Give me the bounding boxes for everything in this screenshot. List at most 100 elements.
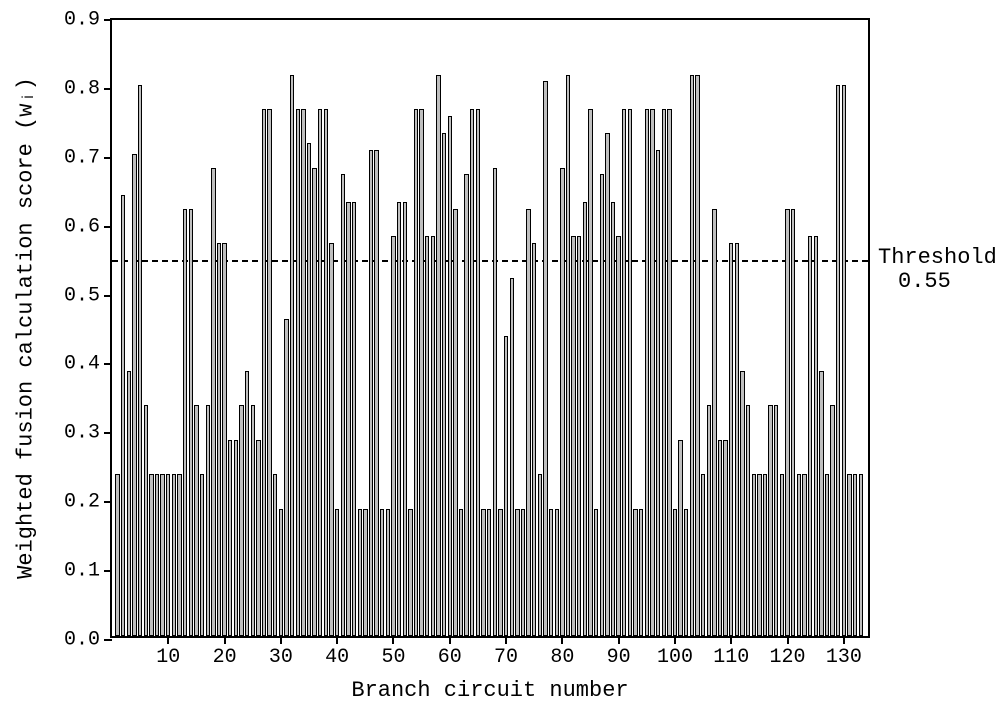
- xtick-label: 30: [269, 636, 293, 669]
- ytick-label: 0.6: [64, 215, 112, 238]
- ytick-label: 0.0: [64, 629, 112, 652]
- xtick-label: 80: [550, 636, 574, 669]
- ytick-label: 0.9: [64, 9, 112, 32]
- y-axis-label: Weighted fusion calculation score (wᵢ): [14, 77, 39, 579]
- bar: [577, 16, 581, 636]
- bar: [408, 16, 412, 636]
- bar: [797, 16, 801, 636]
- bar: [262, 16, 266, 636]
- bar: [740, 16, 744, 636]
- bar: [746, 16, 750, 636]
- bar: [808, 16, 812, 636]
- bar: [667, 16, 671, 636]
- bar: [532, 16, 536, 636]
- bar: [335, 16, 339, 636]
- bar: [217, 16, 221, 636]
- bar: [459, 16, 463, 636]
- bar: [312, 16, 316, 636]
- bar: [267, 16, 271, 636]
- xtick-label: 40: [325, 636, 349, 669]
- bar: [470, 16, 474, 636]
- bar: [859, 16, 863, 636]
- bar: [318, 16, 322, 636]
- bar: [132, 16, 136, 636]
- bar: [290, 16, 294, 636]
- bar: [836, 16, 840, 636]
- bar: [183, 16, 187, 636]
- bar: [436, 16, 440, 636]
- bar: [172, 16, 176, 636]
- ytick-label: 0.2: [64, 491, 112, 514]
- bar: [768, 16, 772, 636]
- ytick-label: 0.4: [64, 353, 112, 376]
- bar: [662, 16, 666, 636]
- bar: [386, 16, 390, 636]
- bar: [442, 16, 446, 636]
- bar: [369, 16, 373, 636]
- ytick-label: 0.5: [64, 284, 112, 307]
- bar: [115, 16, 119, 636]
- ytick-label: 0.7: [64, 146, 112, 169]
- bar: [138, 16, 142, 636]
- bar: [830, 16, 834, 636]
- bar: [453, 16, 457, 636]
- bar: [628, 16, 632, 636]
- xtick-label: 70: [494, 636, 518, 669]
- bar: [324, 16, 328, 636]
- bar: [256, 16, 260, 636]
- bar: [673, 16, 677, 636]
- bar: [729, 16, 733, 636]
- bar: [296, 16, 300, 636]
- bar: [341, 16, 345, 636]
- bar: [707, 16, 711, 636]
- bar: [633, 16, 637, 636]
- bar: [605, 16, 609, 636]
- bar: [538, 16, 542, 636]
- bar: [414, 16, 418, 636]
- xtick-label: 20: [213, 636, 237, 669]
- plot-area: 0.00.10.20.30.40.50.60.70.80.91020304050…: [110, 18, 870, 638]
- bar: [329, 16, 333, 636]
- bar: [380, 16, 384, 636]
- bar: [200, 16, 204, 636]
- bar: [239, 16, 243, 636]
- bar: [222, 16, 226, 636]
- x-axis-label: Branch circuit number: [351, 678, 628, 703]
- bar: [419, 16, 423, 636]
- bar: [600, 16, 604, 636]
- bar: [504, 16, 508, 636]
- bar: [785, 16, 789, 636]
- bar: [735, 16, 739, 636]
- bar: [594, 16, 598, 636]
- bar: [611, 16, 615, 636]
- bar: [695, 16, 699, 636]
- bar: [819, 16, 823, 636]
- bar: [160, 16, 164, 636]
- threshold-value: 0.55: [898, 269, 951, 294]
- bar: [723, 16, 727, 636]
- bar: [363, 16, 367, 636]
- bar: [307, 16, 311, 636]
- bar: [560, 16, 564, 636]
- bar: [425, 16, 429, 636]
- bar: [650, 16, 654, 636]
- bar: [645, 16, 649, 636]
- bar: [566, 16, 570, 636]
- bar: [476, 16, 480, 636]
- bar: [656, 16, 660, 636]
- bar: [622, 16, 626, 636]
- bar: [487, 16, 491, 636]
- bar: [774, 16, 778, 636]
- bar: [273, 16, 277, 636]
- bar: [678, 16, 682, 636]
- xtick-label: 10: [156, 636, 180, 669]
- bar: [752, 16, 756, 636]
- bar: [127, 16, 131, 636]
- bar: [588, 16, 592, 636]
- bar: [853, 16, 857, 636]
- bar: [346, 16, 350, 636]
- bar: [847, 16, 851, 636]
- bar: [802, 16, 806, 636]
- bar: [431, 16, 435, 636]
- bar: [825, 16, 829, 636]
